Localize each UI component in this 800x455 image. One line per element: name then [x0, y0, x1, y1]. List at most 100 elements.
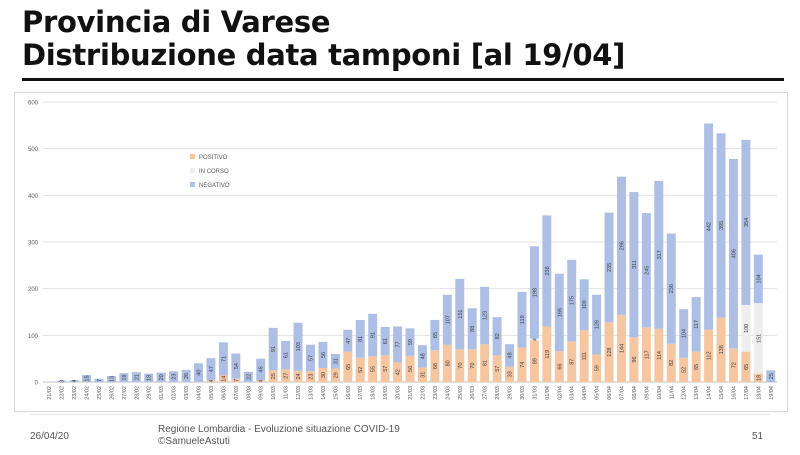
data-label: 81 — [358, 336, 364, 342]
data-label: 57 — [383, 366, 389, 372]
legend-swatch — [190, 168, 195, 173]
bar-segment — [417, 345, 427, 368]
data-label: 31 — [333, 358, 339, 364]
data-label: 128 — [595, 320, 601, 329]
footer-source: Regione Lombardia - Evoluzione situazion… — [158, 424, 400, 448]
bar-segment — [268, 370, 278, 382]
bar-segment — [741, 351, 751, 382]
x-tick-label: 10/03 — [271, 386, 277, 400]
bar-segment — [293, 322, 303, 371]
bar-segment — [617, 314, 626, 382]
bar-segment — [554, 273, 564, 352]
bar-segment — [666, 233, 676, 344]
data-label: 65 — [433, 332, 439, 338]
data-label: 47 — [346, 338, 352, 344]
x-tick-label: 06/03 — [221, 386, 227, 400]
data-label: 27 — [284, 373, 290, 379]
data-label: 77 — [396, 341, 402, 347]
legend-label: NEGATIVO — [199, 183, 230, 189]
legend-swatch — [190, 182, 195, 187]
data-label: 104 — [682, 329, 688, 338]
bar-segment — [753, 303, 763, 374]
footer-divider — [30, 414, 770, 415]
data-label: 151 — [756, 334, 762, 343]
data-label: 40 — [197, 370, 203, 376]
data-label: 66 — [557, 364, 563, 370]
data-label: 54 — [234, 363, 240, 369]
bar-segment — [442, 294, 452, 345]
bar-segment — [393, 362, 403, 382]
bar-segment — [430, 350, 440, 382]
bar-segment — [542, 215, 552, 327]
bar-segment — [728, 348, 738, 382]
x-tick-label: 27/03 — [483, 386, 489, 400]
bar-segment — [505, 344, 515, 367]
x-tick-label: 11/03 — [284, 386, 290, 399]
data-label: 198 — [532, 288, 538, 297]
bar-segment — [728, 158, 738, 349]
bar-segment — [393, 326, 403, 363]
data-label: 4 — [209, 380, 215, 383]
x-tick-label: 09/03 — [259, 386, 265, 400]
bar-segment — [666, 343, 676, 382]
x-tick-label: 25/02 — [97, 386, 103, 400]
footer-date: 26/04/20 — [30, 431, 69, 442]
x-tick-label: 17/04 — [744, 386, 750, 400]
x-tick-label: 13/04 — [694, 386, 700, 400]
bar-segment — [542, 326, 552, 382]
data-label: 114 — [657, 351, 663, 360]
data-label: 56 — [321, 352, 327, 358]
data-label: 296 — [619, 241, 625, 250]
data-label: 87 — [570, 359, 576, 365]
legend-label: POSITIVO — [199, 155, 228, 161]
bar-segment — [579, 279, 589, 331]
data-label: 71 — [221, 356, 227, 362]
x-tick-label: 22/03 — [420, 386, 426, 400]
data-label: 91 — [271, 346, 277, 352]
legend-label: IN CORSO — [199, 169, 229, 175]
bar-segment — [704, 123, 714, 330]
title-underline — [22, 78, 784, 81]
data-label: 138 — [719, 345, 725, 354]
bar-segment — [741, 139, 751, 305]
x-tick-label: 15/04 — [719, 386, 725, 400]
bar-segment — [206, 380, 216, 382]
x-tick-label: 07/03 — [234, 386, 240, 400]
bar-segment — [766, 370, 776, 382]
bar-segment — [529, 340, 539, 382]
bar-segment — [529, 338, 539, 341]
data-label: 151 — [458, 310, 464, 319]
data-label: 65 — [744, 364, 750, 370]
y-tick-label: 300 — [28, 241, 39, 247]
bar-segment — [94, 378, 104, 382]
bar-segment — [417, 367, 427, 382]
bar-segment — [567, 259, 577, 342]
data-label: 57 — [495, 366, 501, 372]
data-label: 65 — [346, 364, 352, 370]
bar-segment — [144, 373, 154, 382]
bar-segment — [256, 358, 266, 381]
bar-segment — [467, 349, 477, 382]
data-label: 70 — [458, 363, 464, 369]
data-label: 25 — [769, 373, 775, 379]
bar-segment — [368, 313, 378, 357]
bar-segment — [604, 212, 614, 323]
bar-segment — [206, 358, 216, 381]
bar-segment — [654, 180, 664, 329]
data-label: 52 — [358, 367, 364, 373]
chart-frame: 0 100 200 300 400 500 600 21/02 3 22/02 4 23/02 15 24… — [14, 92, 788, 412]
bar-segment — [604, 322, 614, 382]
data-label: 47 — [209, 366, 215, 372]
legend-swatch — [190, 154, 195, 159]
data-label: 74 — [520, 362, 526, 368]
data-label: 13 — [109, 376, 115, 382]
data-label: 96 — [632, 357, 638, 363]
slide-title: Provincia di Varese Distribuzione data t… — [22, 6, 625, 72]
x-tick-label: 12/03 — [296, 386, 302, 400]
data-label: 42 — [396, 369, 402, 375]
bar-segment — [517, 347, 527, 382]
data-label: 3 — [60, 380, 66, 383]
bar-segment — [679, 309, 689, 358]
bar-segment — [181, 369, 191, 382]
bar-segment — [455, 349, 465, 382]
